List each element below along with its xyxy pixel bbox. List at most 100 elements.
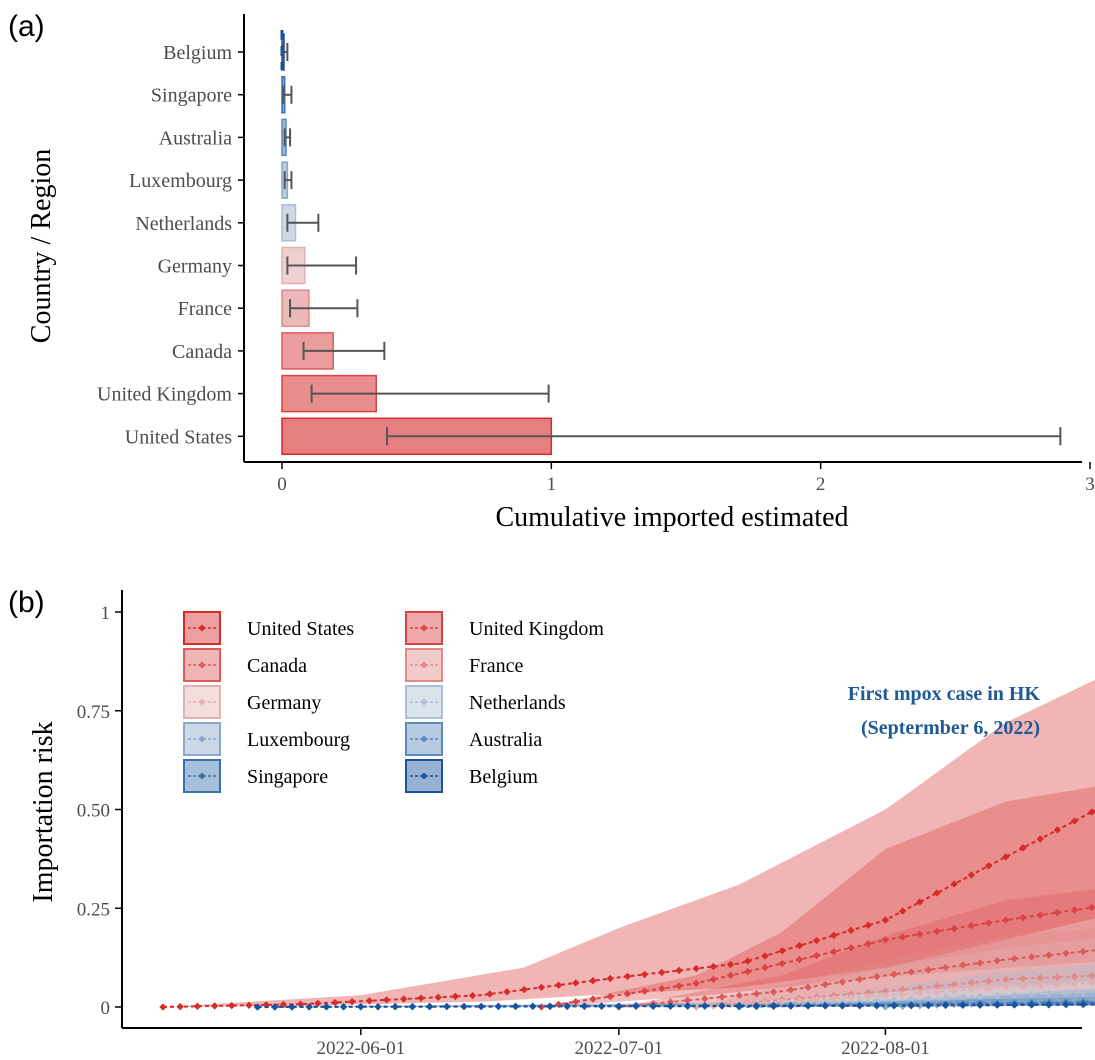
marker-united-states: [1019, 844, 1027, 852]
marker-germany: [984, 984, 993, 993]
marker-belgium: [787, 1002, 795, 1010]
error-bar-canada: [302, 341, 386, 360]
marker-united-kingdom: [950, 924, 958, 933]
marker-united-states: [348, 997, 356, 1006]
legend-item-canada: Canada: [183, 648, 307, 682]
x-tick-label-3: 3: [1085, 474, 1095, 495]
marker-netherlands: [1062, 989, 1070, 997]
error-bar-luxembourg: [283, 171, 293, 190]
marker-united-states: [761, 952, 769, 960]
marker-belgium: [494, 1002, 503, 1011]
marker-united-states: [881, 916, 890, 924]
marker-united-states: [589, 977, 597, 985]
panel-a-category-labels: Belgium Singapore Australia Luxembourg Nethe…: [97, 42, 244, 448]
marker-belgium: [941, 1001, 950, 1010]
marker-united-states: [984, 862, 993, 870]
panel-a-x-title: Cumulative imported estimated: [495, 502, 848, 533]
marker-belgium: [1079, 1000, 1087, 1009]
legend-label-singapore: Singapore: [247, 766, 328, 788]
marker-belgium: [632, 1002, 640, 1010]
legend-item-belgium: Belgium: [405, 759, 538, 793]
marker-united-states: [314, 999, 322, 1008]
marker-belgium: [305, 1003, 313, 1011]
marker-germany: [881, 991, 890, 999]
marker-united-states: [365, 997, 374, 1005]
marker-netherlands: [1045, 990, 1053, 998]
category-label-luxembourg: Luxembourg: [129, 170, 232, 192]
marker-canada: [907, 968, 915, 976]
error-bar-netherlands: [286, 213, 320, 232]
marker-canada: [701, 995, 709, 1003]
panel-a-bars: [281, 33, 553, 456]
marker-united-states: [417, 994, 425, 1002]
markers-united-states: [159, 808, 1095, 1011]
marker-netherlands: [976, 992, 984, 1000]
marker-belgium: [1010, 1001, 1019, 1009]
marker-france: [916, 984, 924, 992]
marker-netherlands: [941, 994, 950, 1002]
marker-belgium: [391, 1003, 399, 1011]
marker-belgium: [357, 1003, 365, 1011]
marker-canada: [838, 978, 847, 986]
line-united-kingdom: [541, 906, 1095, 1008]
category-label-canada: Canada: [172, 341, 232, 363]
marker-united-kingdom: [916, 930, 924, 938]
marker-united-kingdom: [640, 987, 649, 995]
legend-label-luxembourg: Luxembourg: [247, 729, 350, 751]
category-label-singapore: Singapore: [151, 85, 232, 107]
marker-belgium: [769, 1002, 778, 1010]
panel-b: (b) First mpox case in HK (Septermber 6,…: [8, 586, 1095, 1059]
error-bar-germany: [286, 256, 358, 275]
markers-united-kingdom: [537, 903, 1095, 1011]
marker-united-states: [744, 957, 752, 965]
marker-united-states: [554, 981, 563, 989]
legend-marker-australia: [420, 735, 428, 743]
marker-united-states: [210, 1002, 219, 1010]
marker-canada: [752, 990, 761, 998]
marker-belgium: [890, 1002, 898, 1010]
marker-belgium: [1027, 1001, 1036, 1009]
marker-canada: [873, 973, 881, 981]
marker-united-states: [778, 947, 786, 955]
marker-united-kingdom: [812, 951, 821, 960]
marker-belgium: [253, 1003, 262, 1011]
markers-canada: [615, 947, 1087, 1011]
marker-belgium: [271, 1003, 279, 1011]
x-tick-label-2022-07-01: 2022-07-01: [574, 1038, 663, 1059]
marker-france: [1088, 972, 1095, 980]
marker-netherlands: [993, 991, 1001, 1000]
marker-united-states: [434, 993, 442, 1001]
marker-belgium: [597, 1002, 606, 1011]
panel-a-error-bars: [281, 43, 1062, 446]
category-label-france: France: [178, 298, 233, 320]
legend-label-belgium: Belgium: [469, 766, 538, 788]
error-bar-united-kingdom: [310, 384, 550, 403]
marker-belgium: [615, 1002, 623, 1010]
line-canada: [618, 949, 1095, 1008]
error-bar-australia: [283, 128, 292, 147]
marker-belgium: [838, 1002, 847, 1010]
error-bar-singapore: [282, 85, 293, 104]
marker-belgium: [374, 1003, 382, 1011]
marker-united-kingdom: [830, 948, 838, 956]
marker-canada: [804, 983, 812, 991]
marker-germany: [1036, 981, 1044, 990]
x-tick-label-2: 2: [816, 474, 826, 495]
marker-germany: [864, 992, 872, 1000]
ribbon-united-kingdom: [541, 786, 1095, 1007]
marker-united-kingdom: [1088, 903, 1095, 912]
legend-item-united-states: United States: [183, 611, 354, 645]
marker-germany: [933, 988, 941, 996]
marker-belgium: [976, 1001, 984, 1009]
marker-belgium: [1045, 1001, 1053, 1009]
marker-belgium: [425, 1003, 434, 1011]
error-bar-france: [289, 299, 359, 318]
marker-canada: [718, 993, 726, 1001]
marker-belgium: [511, 1002, 520, 1011]
marker-belgium: [959, 1001, 967, 1009]
marker-united-states: [159, 1003, 167, 1011]
marker-canada: [666, 998, 675, 1006]
legend-marker-united-kingdom: [420, 624, 428, 632]
marker-france: [967, 979, 976, 987]
